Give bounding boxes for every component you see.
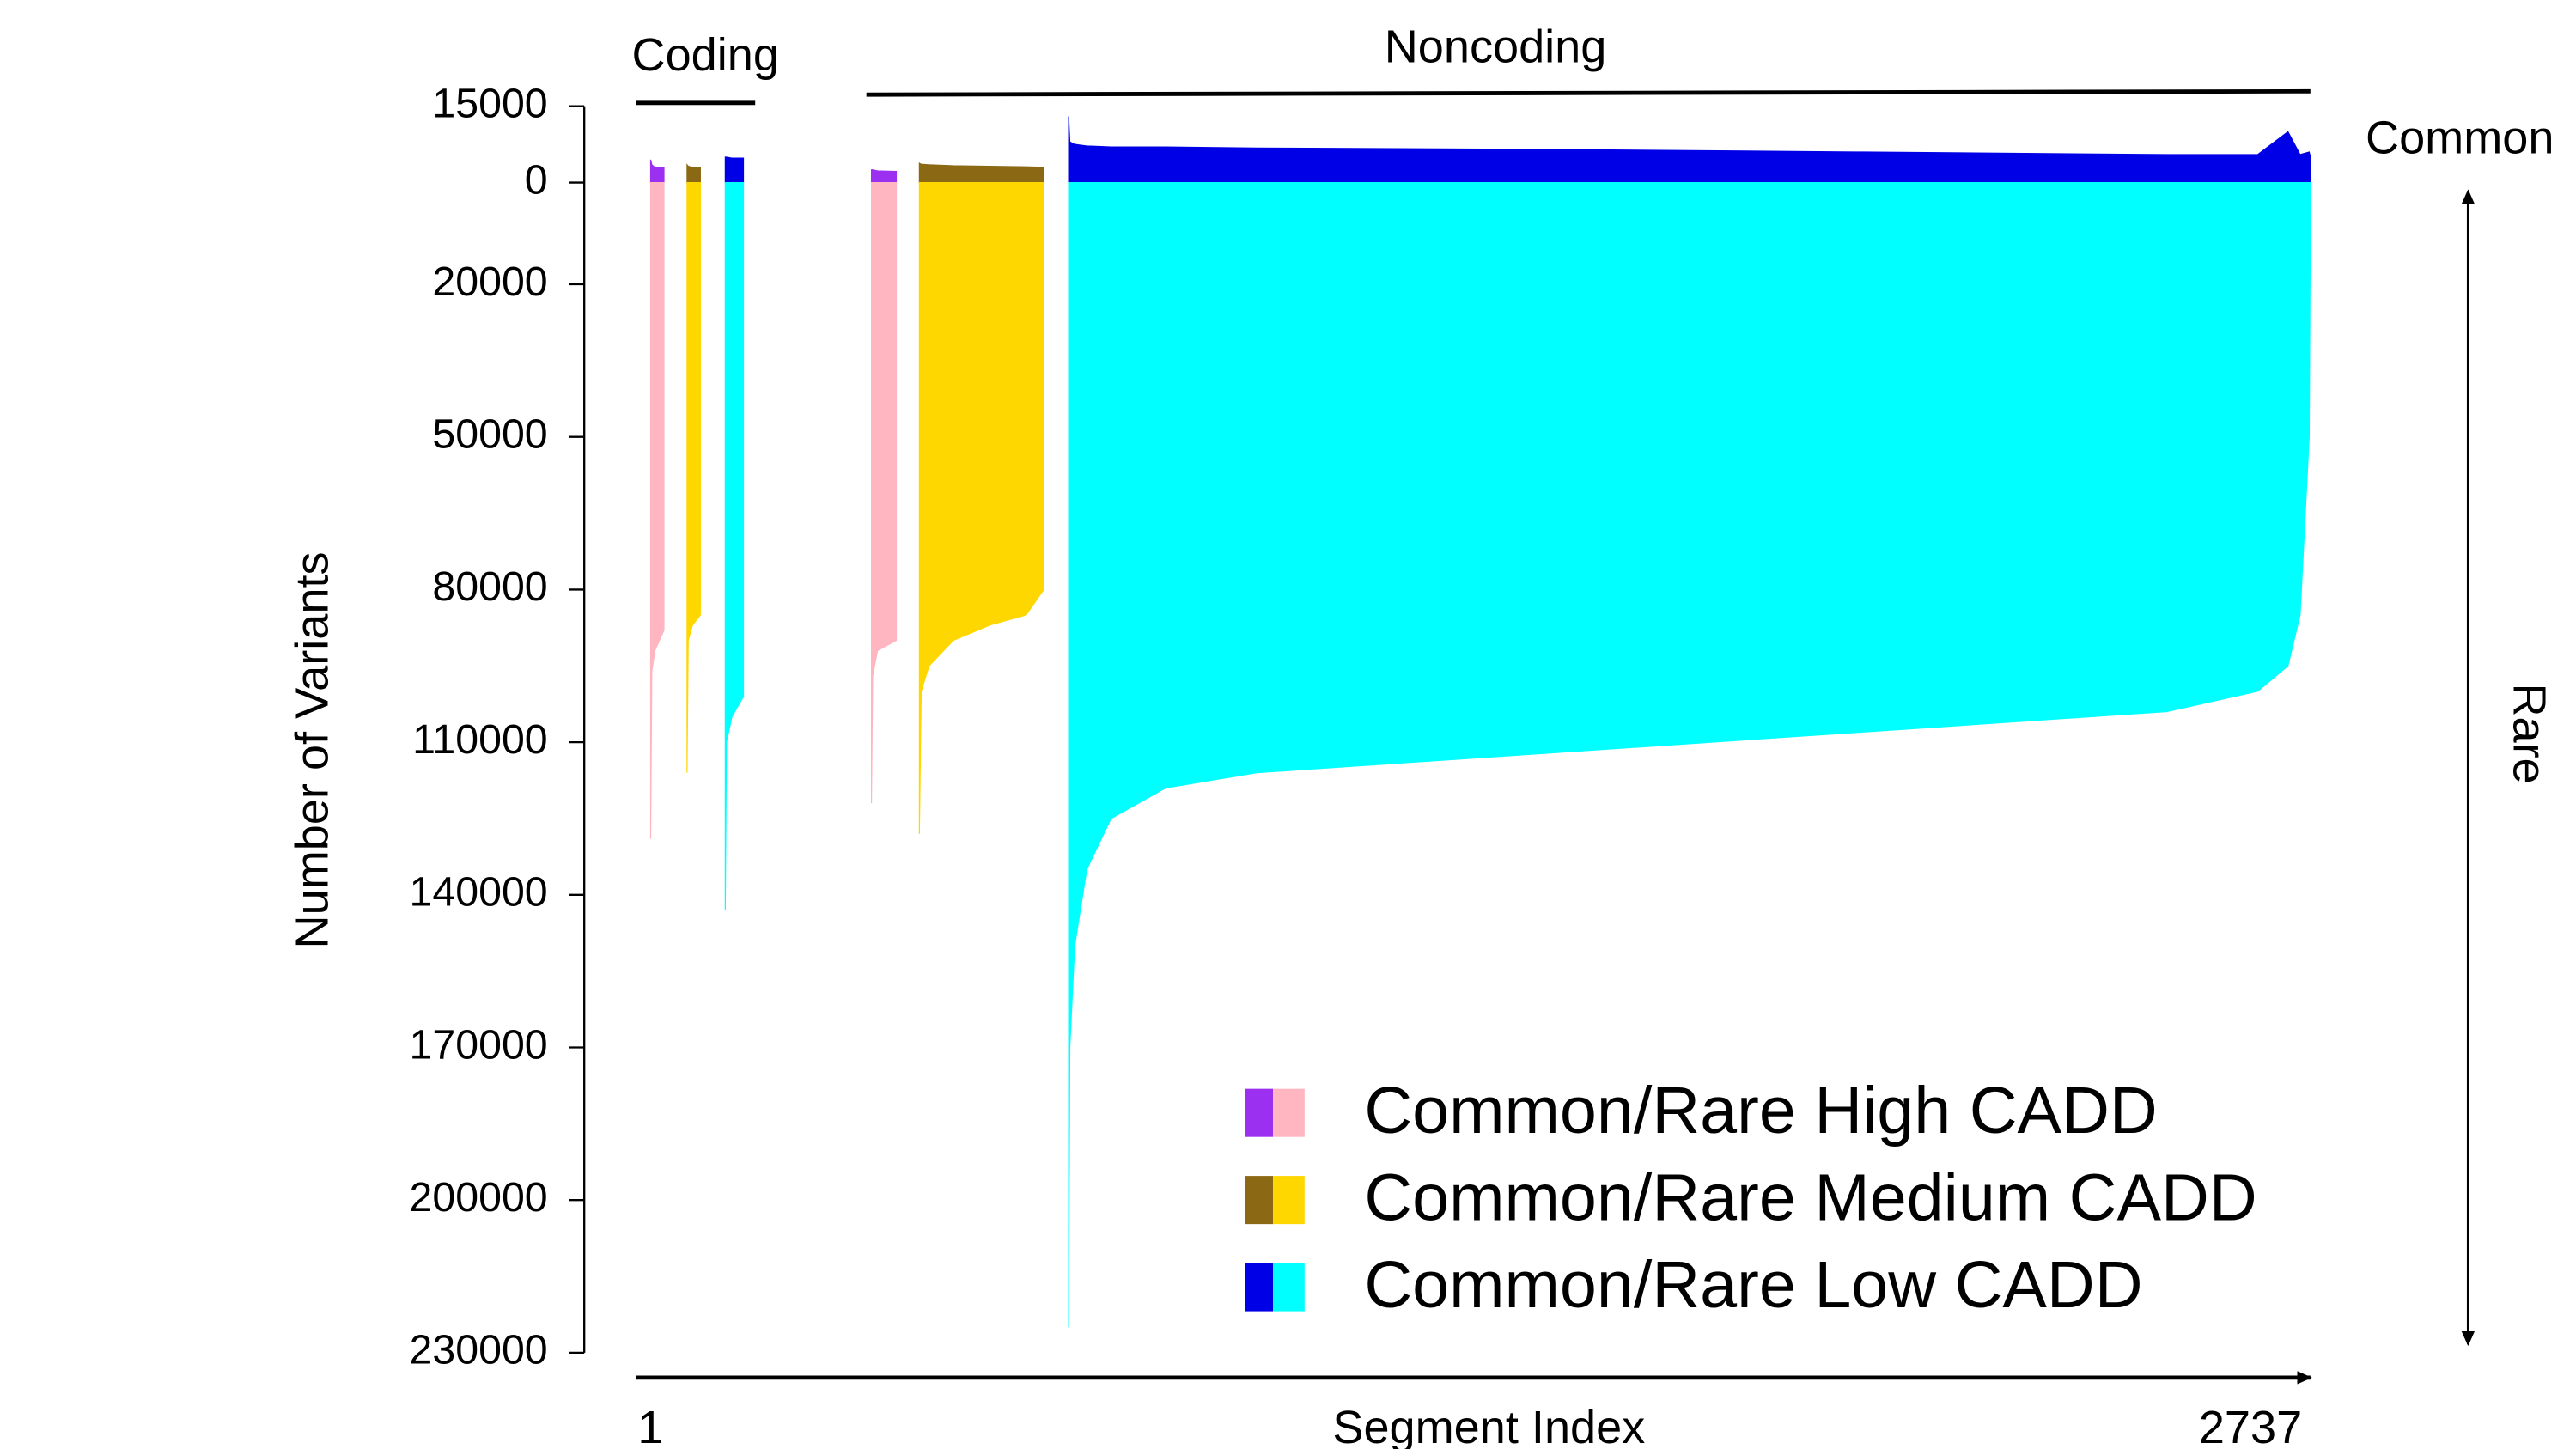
y-tick-label: 110000 <box>412 716 548 763</box>
legend-label: Common/Rare Medium CADD <box>1364 1160 2256 1234</box>
y-tick-label: 140000 <box>410 869 548 916</box>
noncoding-label: Noncoding <box>1385 21 1607 72</box>
noncoding-bracket <box>866 88 2311 97</box>
x-tick-label: 2737 <box>2199 1402 2302 1449</box>
y-axis-label: Number of Variants <box>286 551 338 948</box>
legend-swatch-common <box>1245 1263 1274 1312</box>
x-axis-label: Segment Index <box>1332 1402 1645 1449</box>
legend-swatch-common <box>1245 1088 1274 1137</box>
y-tick-label: 80000 <box>432 563 547 610</box>
rare-area <box>724 181 2311 1328</box>
y-tick-label: 15000 <box>432 80 547 126</box>
legend-label: Common/Rare High CADD <box>1364 1074 2157 1148</box>
y-tick-label: 170000 <box>410 1021 548 1068</box>
y-tick-label: 200000 <box>410 1174 548 1221</box>
legend-swatch-rare <box>1273 1088 1305 1137</box>
rare-area <box>686 181 1044 834</box>
legend-label: Common/Rare Low CADD <box>1364 1248 2142 1322</box>
y-tick-label: 230000 <box>410 1327 548 1373</box>
y-tick-label: 50000 <box>432 411 547 457</box>
common-label: Common <box>2366 113 2554 164</box>
legend-swatch-rare <box>1273 1263 1305 1312</box>
plot-area <box>649 116 2311 1328</box>
x-tick-label: 1 <box>637 1402 663 1449</box>
y-tick-label: 0 <box>525 156 548 203</box>
legend-swatch-common <box>1245 1176 1274 1225</box>
rare-label: Rare <box>2504 684 2555 784</box>
coding-label: Coding <box>632 29 779 81</box>
y-tick-label: 20000 <box>432 259 547 305</box>
legend-swatch-rare <box>1273 1176 1305 1225</box>
